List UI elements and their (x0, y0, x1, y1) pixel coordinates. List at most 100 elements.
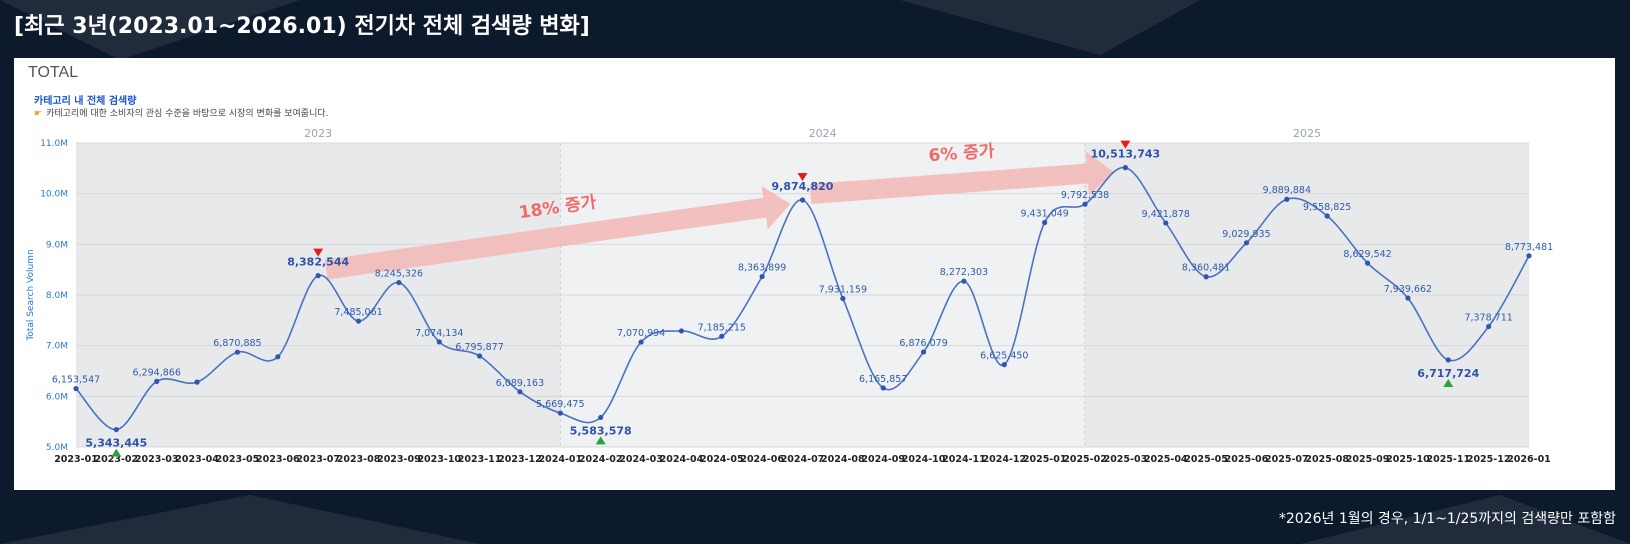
x-tick-label: 2024-02 (579, 454, 623, 465)
data-point (1364, 260, 1371, 266)
x-tick-label: 2023-10 (417, 454, 461, 465)
x-tick-label: 2025-11 (1426, 454, 1470, 465)
data-label: 8,363,899 (738, 263, 786, 274)
data-point (194, 379, 200, 385)
data-label: 6,153,547 (52, 375, 100, 386)
data-label: 6,089,163 (496, 378, 544, 389)
y-tick-label: 7.0M (46, 342, 68, 352)
data-label: 9,029,935 (1222, 229, 1270, 240)
data-label: 7,074,134 (415, 328, 463, 339)
data-label-min: 6,717,724 (1417, 367, 1479, 380)
data-point (355, 318, 362, 324)
x-tick-label: 2024-03 (619, 454, 663, 465)
data-point (1526, 253, 1532, 259)
x-tick-label: 2025-09 (1346, 454, 1390, 465)
data-point (719, 333, 725, 339)
data-point (799, 197, 806, 203)
data-label-max: 10,513,743 (1091, 148, 1161, 161)
data-label: 6,294,866 (133, 367, 181, 378)
data-point (1163, 220, 1169, 226)
panel-description: ☛ 카테고리에 대한 소비자의 관심 수준을 바탕으로 시장의 변화를 보여줍니다… (34, 106, 329, 119)
x-tick-label: 2025-07 (1265, 454, 1309, 465)
data-point (154, 378, 160, 384)
y-tick-label: 10.0M (40, 190, 68, 200)
data-label: 6,795,877 (455, 342, 503, 353)
page-title: [최근 3년(2023.01~2026.01) 전기차 전체 검색량 변화] (14, 14, 590, 39)
data-point (1324, 213, 1330, 219)
data-label: 8,360,481 (1182, 263, 1230, 274)
data-point (1001, 362, 1007, 368)
data-point (1203, 274, 1209, 280)
x-tick-label: 2023-12 (498, 454, 542, 465)
pointing-hand-icon: ☛ (34, 109, 43, 119)
panel-description-text: 카테고리에 대한 소비자의 관심 수준을 바탕으로 시장의 변화를 보여줍니다. (46, 109, 329, 119)
data-point (1082, 201, 1088, 207)
x-tick-label: 2025-01 (1023, 454, 1067, 465)
data-point (315, 273, 321, 279)
y-tick-label: 9.0M (46, 240, 68, 250)
data-label-min: 5,343,445 (85, 437, 147, 450)
max-marker (797, 173, 808, 182)
x-tick-label: 2025-02 (1063, 454, 1107, 465)
min-marker (111, 448, 122, 457)
data-label: 8,629,542 (1343, 249, 1391, 260)
x-tick-label: 2023-04 (175, 454, 219, 465)
data-point (557, 410, 563, 416)
data-label: 9,889,884 (1263, 185, 1311, 196)
data-point (1243, 240, 1250, 246)
data-point (234, 349, 241, 355)
data-label: 8,245,326 (375, 269, 423, 280)
data-label: 9,421,878 (1142, 209, 1190, 220)
x-tick-label: 2025-10 (1386, 454, 1430, 465)
x-tick-label: 2025-04 (1144, 454, 1188, 465)
data-label: 8,773,481 (1505, 242, 1553, 253)
data-label: 9,431,049 (1020, 208, 1068, 219)
data-point (113, 426, 119, 433)
x-tick-label: 2023-03 (135, 454, 179, 465)
x-tick-label: 2024-10 (902, 454, 946, 465)
year-label: 2023 (304, 127, 332, 140)
chart-panel: TOTAL 카테고리 내 전체 검색량 ☛ 카테고리에 대한 소비자의 관심 수준… (14, 58, 1615, 490)
data-point (880, 385, 886, 391)
data-point (1042, 219, 1048, 226)
year-label: 2025 (1293, 127, 1321, 140)
panel-subtitle: 카테고리 내 전체 검색량 (34, 96, 137, 107)
x-tick-label: 2024-11 (942, 454, 986, 465)
data-point (517, 389, 523, 395)
x-tick-label: 2023-02 (95, 454, 139, 465)
x-tick-label: 2024-07 (781, 454, 825, 465)
x-tick-label: 2025-08 (1305, 454, 1349, 465)
data-point (477, 353, 483, 359)
data-point (436, 339, 442, 345)
data-point (275, 354, 281, 360)
x-tick-label: 2024-05 (700, 454, 744, 465)
data-point (920, 349, 927, 355)
data-point (73, 385, 79, 392)
data-point (1405, 295, 1411, 301)
growth-arrow (809, 151, 1114, 204)
min-marker (595, 436, 606, 445)
data-label: 7,070,994 (617, 328, 665, 339)
growth-annotation: 6% 증가 (928, 141, 996, 166)
y-tick-label: 11.0M (40, 139, 68, 149)
data-point (759, 273, 765, 280)
x-tick-label: 2023-06 (256, 454, 300, 465)
data-label: 6,870,885 (213, 338, 261, 349)
data-point (1445, 357, 1451, 363)
data-label-max: 9,874,820 (772, 180, 834, 193)
data-label-min: 5,583,578 (570, 424, 632, 437)
x-tick-label: 2024-08 (821, 454, 865, 465)
x-tick-label: 2023-08 (337, 454, 381, 465)
max-marker (1120, 140, 1131, 149)
data-label: 6,876,079 (899, 338, 947, 349)
x-tick-label: 2025-06 (1225, 454, 1269, 465)
data-label: 7,939,662 (1384, 284, 1432, 295)
data-label-max: 8,382,544 (287, 256, 349, 269)
x-tick-label: 2024-06 (740, 454, 784, 465)
x-tick-label: 2025-03 (1104, 454, 1148, 465)
series-line (75, 166, 1530, 431)
data-label: 6,165,857 (859, 374, 907, 385)
data-label: 9,792,538 (1061, 190, 1109, 201)
y-axis-title: Total Search Volumn (26, 249, 36, 341)
